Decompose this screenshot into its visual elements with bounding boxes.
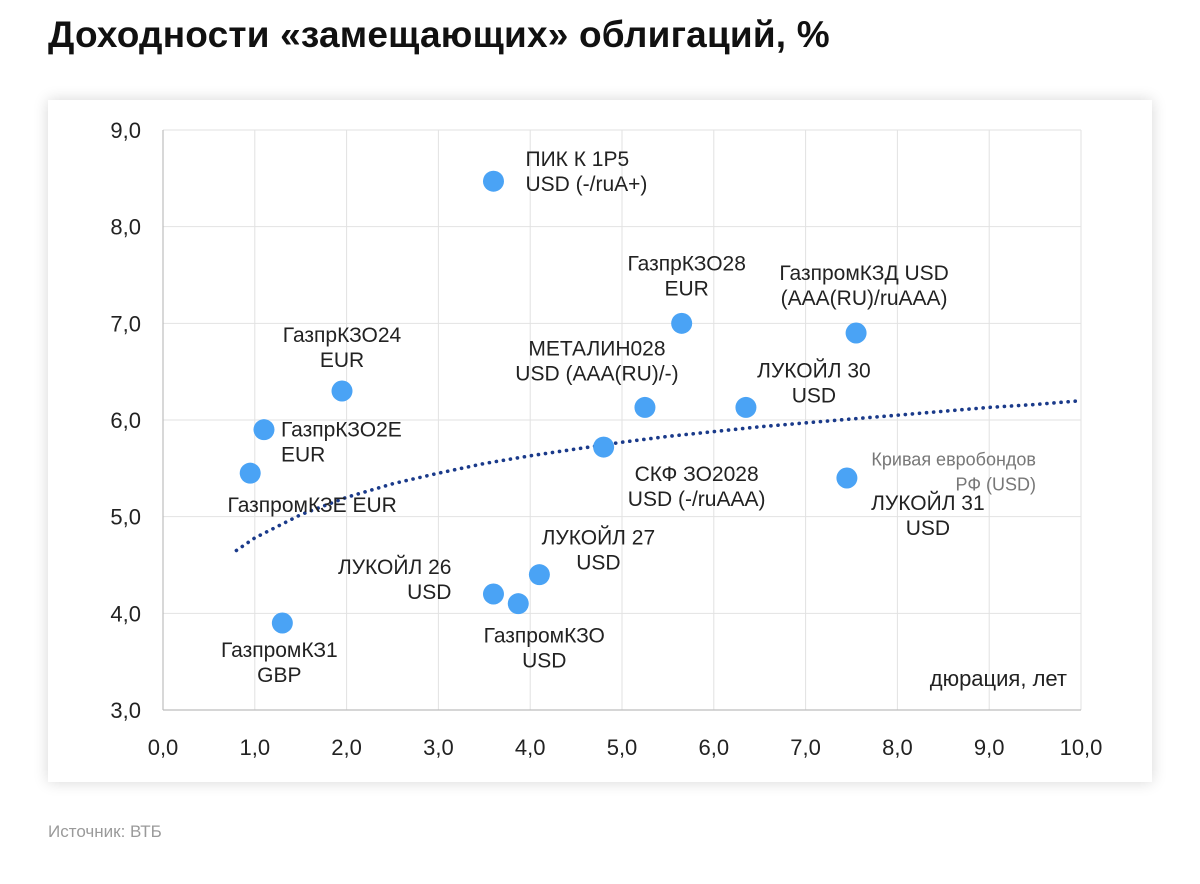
data-point-label-line: USD — [522, 650, 566, 673]
chart-card: 0,0 1,0 2,0 3,0 4,0 5,0 6,0 7,0 8,0 9,0 10,0 3,0 4,0… — [48, 100, 1152, 782]
source-note: Источник: ВТБ — [48, 822, 162, 841]
data-point-label-line: ГазпрКЗО2Е — [281, 419, 402, 442]
data-point-label-line: ЛУКОЙЛ 30 — [757, 358, 871, 382]
data-point-label-line: USD — [792, 384, 836, 407]
data-point-label-line: USD — [906, 517, 950, 540]
data-point — [331, 380, 353, 402]
data-point-label-line: СКФ ЗО2028 — [635, 463, 759, 486]
y-tick-label: 7,0 — [110, 311, 141, 336]
data-point-label-line: ГазпрКЗО28 — [627, 252, 745, 275]
data-point-label: ГазпрКЗО24 EUR — [283, 324, 402, 372]
curve-label-line: Кривая евробондов — [871, 450, 1036, 470]
x-tick-label: 2,0 — [331, 735, 362, 760]
data-point-label-line: ГазпрКЗО24 — [283, 324, 402, 347]
page-title: Доходности «замещающих» облигаций, % — [48, 14, 830, 55]
data-point-label: ГазпрКЗО2Е EUR — [281, 419, 402, 467]
y-tick-label: 4,0 — [110, 601, 141, 626]
data-point-label-line: USD — [576, 552, 620, 575]
data-point-label: СКФ ЗО2028 USD (-/ruAAA) — [628, 463, 766, 511]
data-point — [634, 396, 656, 418]
data-point-label: ЛУКОЙЛ 30 USD — [757, 358, 871, 407]
data-point — [735, 396, 757, 418]
data-point-label: ПИК К 1Р5 USD (-/ruA+) — [525, 148, 647, 196]
data-point-label-line: ГазпромКЗД USD — [779, 262, 949, 285]
x-tick-label: 1,0 — [240, 735, 271, 760]
data-point-label-line: ГазпромКЗЕ EUR — [228, 494, 397, 517]
x-tick-label: 4,0 — [515, 735, 546, 760]
data-point-label-line: МЕТАЛИН028 — [528, 337, 665, 360]
curve-label-line: РФ (USD) — [956, 475, 1036, 495]
data-point-label: ЛУКОЙЛ 31 USD — [871, 491, 985, 540]
data-point-label-line: GBP — [257, 664, 301, 687]
y-tick-label: 8,0 — [110, 215, 141, 240]
data-point — [528, 564, 550, 586]
data-point-label-line: (AAA(RU)/ruAAA) — [781, 287, 948, 310]
data-point-label-line: ГазпромКЗ1 — [221, 639, 338, 662]
x-tick-label: 3,0 — [423, 735, 454, 760]
x-tick-label: 8,0 — [882, 735, 913, 760]
y-tick-label: 5,0 — [110, 505, 141, 530]
data-point-label-line: ЛУКОЙЛ 31 — [871, 491, 985, 515]
x-axis-label: дюрация, лет — [930, 666, 1067, 691]
data-point — [845, 322, 867, 344]
yield-curve-line — [234, 398, 1083, 553]
data-point-label-line: USD (AAA(RU)/-) — [515, 362, 678, 385]
data-point-label-line: ЛУКОЙЛ 26 — [338, 555, 452, 579]
data-point-label: ЛУКОЙЛ 27 USD — [542, 526, 656, 575]
data-point-label-line: ГазпромКЗО — [484, 625, 605, 648]
data-point-label-line: EUR — [281, 444, 325, 467]
curve-label: Кривая евробондов РФ (USD) — [871, 450, 1036, 495]
data-point-label-line: USD (-/ruAAA) — [628, 488, 766, 511]
scatter-chart: 0,0 1,0 2,0 3,0 4,0 5,0 6,0 7,0 8,0 9,0 10,0 3,0 4,0… — [110, 118, 1103, 760]
x-tick-label: 7,0 — [790, 735, 821, 760]
data-point-label: ГазпромКЗ1 GBP — [221, 639, 338, 687]
data-point — [671, 312, 693, 334]
data-point — [253, 419, 275, 441]
data-point — [482, 170, 504, 192]
x-tick-label: 10,0 — [1060, 735, 1103, 760]
y-tick-label: 6,0 — [110, 408, 141, 433]
data-point-label-line: EUR — [320, 349, 364, 372]
data-point — [271, 612, 293, 634]
data-point — [239, 462, 261, 484]
x-tick-label: 6,0 — [699, 735, 730, 760]
data-point-label-line: ЛУКОЙЛ 27 — [542, 526, 656, 550]
data-point-label-line: USD (-/ruA+) — [525, 173, 647, 196]
data-point — [836, 467, 858, 489]
data-point-label: ГазпрКЗО28 EUR — [627, 252, 745, 300]
y-tick-label: 3,0 — [110, 698, 141, 723]
y-tick-label: 9,0 — [110, 118, 141, 143]
data-point-label: ГазпромКЗО USD — [484, 625, 605, 673]
data-point — [593, 436, 615, 458]
x-tick-label: 9,0 — [974, 735, 1005, 760]
x-tick-label: 5,0 — [607, 735, 638, 760]
data-point-label: ЛУКОЙЛ 26 USD — [338, 555, 452, 604]
data-point-label: ГазпромКЗЕ EUR — [228, 494, 397, 517]
data-point — [507, 593, 529, 615]
data-point-label-line: ПИК К 1Р5 — [525, 148, 629, 171]
data-point-label-line: USD — [407, 581, 451, 604]
data-point — [482, 583, 504, 605]
x-tick-label: 0,0 — [148, 735, 179, 760]
data-point-label-line: EUR — [664, 277, 708, 300]
data-point-label: ГазпромКЗД USD (AAA(RU)/ruAAA) — [779, 262, 949, 310]
data-point-label: МЕТАЛИН028 USD (AAA(RU)/-) — [515, 337, 678, 385]
